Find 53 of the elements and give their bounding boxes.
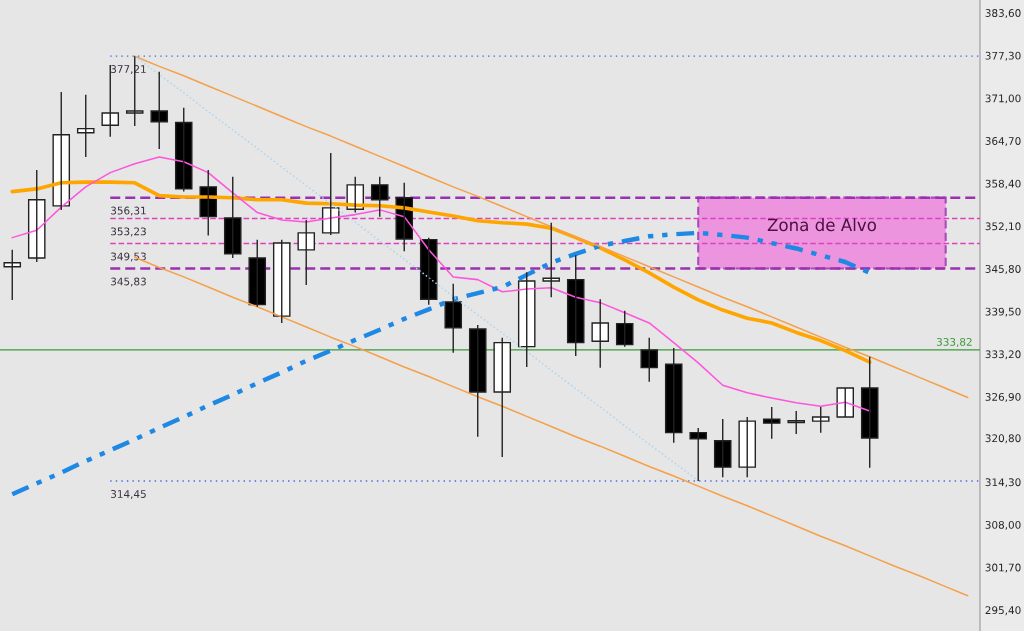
y-tick-label: 326,90: [985, 392, 1021, 402]
candlestick: [370, 176, 389, 218]
candlestick: [542, 222, 561, 298]
candlestick: [689, 427, 708, 482]
y-tick-label: 314,30: [985, 478, 1021, 488]
candlestick: [419, 236, 438, 306]
candlestick: [713, 418, 732, 479]
y-tick-label: 333,20: [985, 350, 1021, 360]
candlestick: [860, 356, 879, 469]
y-tick-label: 295,40: [985, 606, 1021, 616]
y-tick-label: 301,70: [985, 563, 1021, 573]
candlestick: [493, 337, 512, 458]
candlestick: [566, 254, 585, 357]
candlestick: [787, 410, 806, 435]
candlestick: [297, 219, 316, 286]
y-tick-label: 371,00: [985, 94, 1021, 104]
candlestick: [223, 176, 242, 259]
candlestick: [150, 71, 169, 150]
band-label: Zona de Alvo: [767, 218, 876, 232]
candlestick: [664, 347, 683, 444]
candlestick: [640, 337, 659, 383]
y-tick-label: 364,70: [985, 137, 1021, 146]
candlestick: [272, 238, 291, 324]
candlestick: [615, 310, 634, 348]
y-tick-label: 320,80: [985, 434, 1021, 444]
y-tick-label: 383,60: [985, 9, 1021, 19]
ref-line-label: 333,82: [936, 337, 972, 347]
candlestick: [27, 169, 46, 263]
y-tick-label: 339,50: [985, 307, 1021, 317]
ref-line-label: 345,83: [111, 277, 146, 287]
candlestick: [762, 406, 781, 440]
candlestick: [248, 238, 267, 308]
candlestick: [444, 282, 463, 354]
candlestick: [591, 298, 610, 369]
ref-line-label: 314,45: [111, 490, 146, 499]
y-tick-label: 358,40: [985, 179, 1021, 189]
candlestick: [76, 94, 95, 158]
y-tick-label: 308,00: [985, 520, 1021, 530]
candlestick: [738, 416, 757, 479]
ref-line-label: 353,23: [111, 227, 146, 237]
y-tick-label: 377,30: [985, 51, 1021, 61]
candlestick: [517, 271, 536, 368]
candlestick: [321, 152, 340, 236]
candlestick: [174, 106, 193, 193]
ref-line-label: 356,31: [111, 206, 146, 216]
candlestick: [811, 406, 830, 434]
y-tick-label: 345,80: [985, 265, 1021, 274]
candlestick: [3, 249, 22, 301]
candlestick: [468, 324, 487, 438]
ref-line-label: 349,53: [111, 252, 146, 262]
y-tick-label: 352,10: [985, 222, 1021, 232]
candlestick: [52, 91, 71, 211]
candlestick: [836, 387, 855, 418]
